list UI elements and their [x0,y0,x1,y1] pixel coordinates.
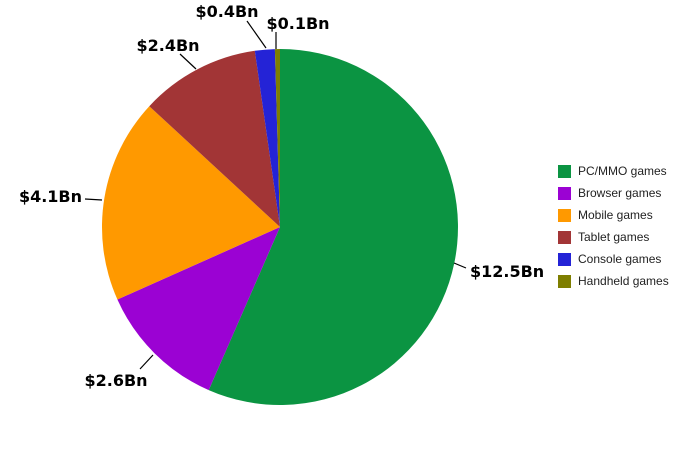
legend-item-browser-games: Browser games [558,187,669,200]
slice-value-label-browser-games: $2.6Bn [84,371,147,390]
legend-item-console-games: Console games [558,253,669,266]
legend-item-tablet-games: Tablet games [558,231,669,244]
legend: PC/MMO games Browser games Mobile games Tab… [558,165,669,297]
leader-line-browser-games [139,354,154,370]
legend-item-handheld-games: Handheld games [558,275,669,288]
pie-slice-handheld-games[interactable] [274,49,280,227]
pie-slice-console-games[interactable] [254,49,280,227]
pie-slice-browser-games[interactable] [117,227,281,391]
legend-label: Mobile games [578,208,653,222]
leader-line-tablet-games [179,53,197,70]
pie-slice-pc-mmo-games[interactable] [208,49,458,406]
leader-line-pc-mmo-games [453,262,467,269]
slice-value-label-pc-mmo-games: $12.5Bn [470,262,544,281]
legend-swatch-icon [558,275,571,288]
legend-label: PC/MMO games [578,164,667,178]
legend-item-pc-mmo-games: PC/MMO games [558,165,669,178]
legend-swatch-icon [558,253,571,266]
slice-value-label-handheld-games: $0.1Bn [266,14,329,33]
slice-value-label-mobile-games: $4.1Bn [19,187,82,206]
legend-swatch-icon [558,165,571,178]
leader-line-console-games [246,20,267,49]
pie-slice-mobile-games[interactable] [101,106,281,300]
legend-swatch-icon [558,209,571,222]
legend-swatch-icon [558,231,571,244]
slice-value-label-console-games: $0.4Bn [195,2,258,21]
legend-label: Handheld games [578,274,669,288]
leader-line-mobile-games [84,198,103,201]
legend-label: Tablet games [578,230,650,244]
legend-label: Browser games [578,186,662,200]
legend-label: Console games [578,252,662,266]
legend-item-mobile-games: Mobile games [558,209,669,222]
legend-swatch-icon [558,187,571,200]
slice-value-label-tablet-games: $2.4Bn [136,36,199,55]
pie-slice-tablet-games[interactable] [149,50,280,227]
